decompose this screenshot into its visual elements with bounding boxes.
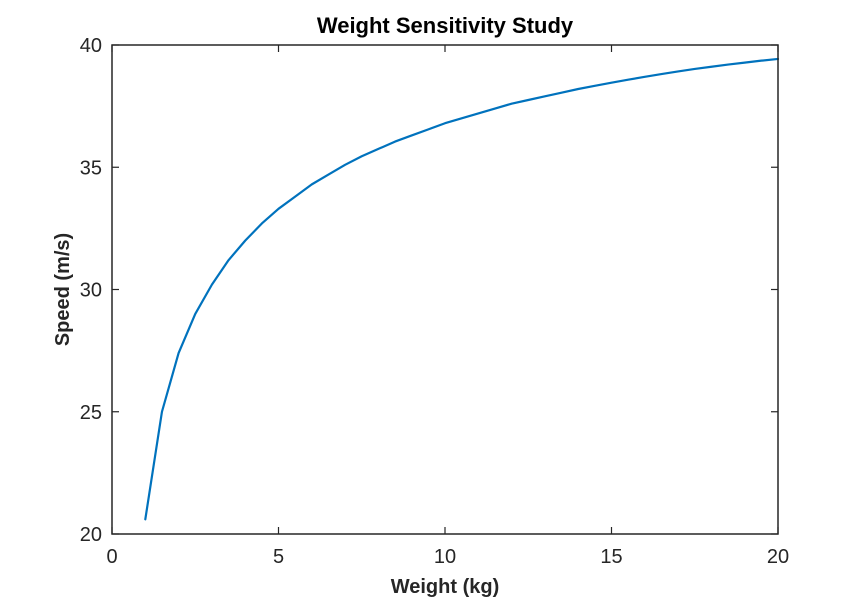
x-axis-label: Weight (kg) — [391, 576, 500, 598]
y-tick-label: 25 — [80, 402, 102, 424]
x-tick-label: 0 — [106, 546, 117, 568]
axes-box — [111, 44, 779, 535]
x-tick-label: 20 — [767, 546, 789, 568]
y-tick-label: 30 — [80, 280, 102, 302]
x-tick-label: 15 — [600, 546, 622, 568]
series-line-1 — [144, 57, 780, 521]
y-tick-label: 40 — [80, 35, 102, 57]
y-tick-label: 20 — [80, 524, 102, 546]
y-tick-label: 35 — [80, 157, 102, 179]
chart-title: Weight Sensitivity Study — [317, 13, 574, 38]
x-tick-label: 10 — [434, 546, 456, 568]
series-layer — [144, 57, 780, 521]
x-tick-label: 5 — [273, 546, 284, 568]
y-axis-label: Speed (m/s) — [52, 233, 74, 346]
